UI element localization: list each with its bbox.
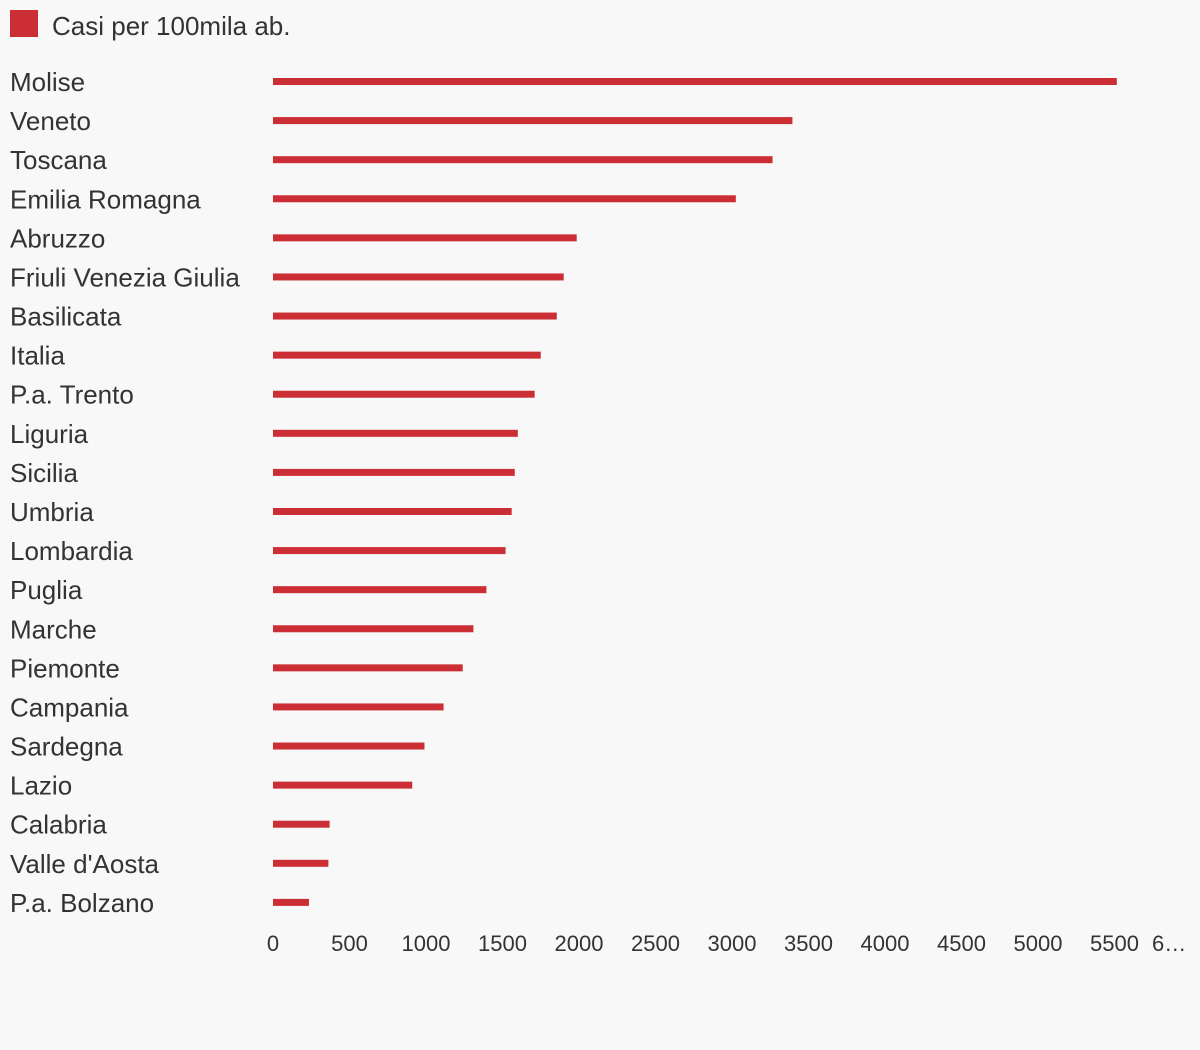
category-label: Marche: [10, 614, 97, 644]
bar: [273, 156, 773, 164]
category-label: Piemonte: [10, 653, 120, 683]
category-label: Emilia Romagna: [10, 184, 201, 214]
category-label: Basilicata: [10, 302, 122, 332]
x-tick-label: 4000: [861, 931, 910, 956]
x-tick-label: 3500: [784, 931, 833, 956]
category-label: Lazio: [10, 771, 72, 801]
x-tick-label: 5500: [1090, 931, 1139, 956]
bar: [273, 429, 518, 437]
bar: [273, 781, 413, 789]
bar: [273, 742, 425, 750]
bar: [273, 117, 793, 125]
x-tick-label: 2000: [555, 931, 604, 956]
x-tick-label: 0: [267, 931, 279, 956]
bar: [273, 703, 444, 711]
x-tick-label: 5000: [1014, 931, 1063, 956]
category-label: Campania: [10, 692, 129, 722]
category-label: Calabria: [10, 810, 107, 840]
category-label: Lombardia: [10, 536, 133, 566]
category-labels: Molise Veneto Toscana Emilia Romagna Abruzzo…: [10, 67, 240, 918]
x-tick-label: 3000: [708, 931, 757, 956]
category-label: Puglia: [10, 575, 83, 605]
x-tick-label: 500: [331, 931, 368, 956]
x-tick-label: 4500: [937, 931, 986, 956]
category-label: Toscana: [10, 145, 107, 175]
category-label: Friuli Venezia Giulia: [10, 262, 240, 292]
x-tick-label: 6…: [1152, 931, 1186, 956]
bar: [273, 351, 541, 359]
category-label: P.a. Bolzano: [10, 888, 154, 918]
bar: [273, 273, 564, 281]
legend-swatch: [10, 10, 38, 37]
bar: [273, 468, 515, 476]
category-label: Valle d'Aosta: [10, 849, 160, 879]
bar: [273, 507, 512, 515]
category-label: P.a. Trento: [10, 380, 134, 410]
bar: [273, 586, 487, 594]
bar: [273, 859, 329, 867]
bar: [273, 664, 463, 672]
x-tick-label: 2500: [631, 931, 680, 956]
legend-label: Casi per 100mila ab.: [52, 11, 290, 41]
x-tick-label: 1000: [402, 931, 451, 956]
bar: [273, 312, 557, 320]
category-label: Molise: [10, 67, 85, 97]
category-label: Sardegna: [10, 732, 123, 762]
category-label: Abruzzo: [10, 223, 105, 253]
category-label: Veneto: [10, 106, 91, 136]
bar: [273, 625, 474, 633]
bar: [273, 78, 1117, 85]
legend: Casi per 100mila ab.: [10, 10, 290, 41]
bars: [273, 78, 1117, 906]
bar: [273, 234, 577, 242]
x-tick-label: 1500: [478, 931, 527, 956]
category-label: Liguria: [10, 419, 89, 449]
bar: [273, 547, 506, 555]
bar: [273, 390, 535, 398]
category-label: Sicilia: [10, 458, 78, 488]
bar: [273, 898, 309, 906]
bar: [273, 820, 330, 828]
category-label: Italia: [10, 341, 65, 371]
category-label: Umbria: [10, 497, 94, 527]
x-axis-ticks: 0 500 1000 1500 2000 2500 3000 3500 4000 4500 5000…: [267, 931, 1186, 956]
bar: [273, 195, 736, 203]
